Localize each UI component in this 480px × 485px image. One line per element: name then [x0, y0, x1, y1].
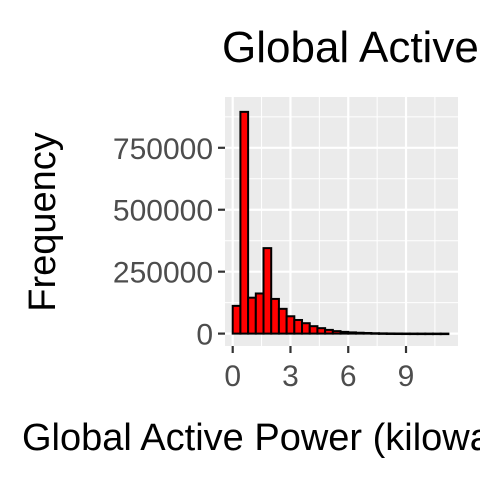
histogram-bar [339, 330, 350, 335]
histogram-bar [247, 296, 257, 335]
y-tick-label: 250000 [113, 257, 213, 290]
x-tick-label: 9 [398, 360, 415, 393]
histogram-bar [301, 322, 311, 335]
y-tick-label: 500000 [113, 195, 213, 228]
x-tick-label: 3 [282, 360, 299, 393]
x-axis-title: Global Active Power (kilowatts) [22, 417, 480, 459]
histogram-bar [378, 332, 388, 335]
x-tick-label: 0 [224, 360, 241, 393]
histogram-bar [385, 332, 396, 335]
histogram-bar [401, 332, 411, 336]
histogram-bar [331, 330, 342, 335]
grid-lines [225, 97, 458, 346]
x-axis-ticks: 0 3 6 9 [224, 346, 414, 393]
y-axis-title: Frequency [22, 132, 64, 312]
x-tick-label: 6 [340, 360, 357, 393]
histogram-bar [370, 332, 381, 335]
histogram-bar [439, 332, 450, 336]
histogram-bar [285, 315, 296, 335]
y-tick-label: 0 [196, 319, 213, 352]
histogram-bar [431, 332, 442, 336]
histogram-bar [239, 110, 250, 335]
histogram-bar [424, 332, 434, 336]
histogram-bar [231, 304, 242, 335]
histogram-bar [270, 297, 280, 335]
chart-title: Global Active Power [222, 23, 480, 72]
y-tick-label: 750000 [113, 133, 213, 166]
histogram-bar [347, 331, 357, 335]
histogram-bar [293, 318, 304, 335]
histogram-bar [324, 328, 334, 335]
histogram-bar [308, 325, 319, 335]
histogram-bar [262, 247, 273, 335]
histogram-bar [393, 332, 404, 336]
histogram-bar [408, 332, 419, 336]
histogram-bars [231, 110, 450, 336]
histogram-bar [354, 331, 365, 335]
histogram-bar [362, 331, 373, 335]
histogram-bar [416, 332, 427, 336]
histogram-bar [277, 307, 288, 335]
histogram-bar [254, 292, 265, 335]
y-axis-ticks: 0 250000 500000 750000 [113, 133, 225, 352]
histogram-bar [316, 327, 327, 335]
